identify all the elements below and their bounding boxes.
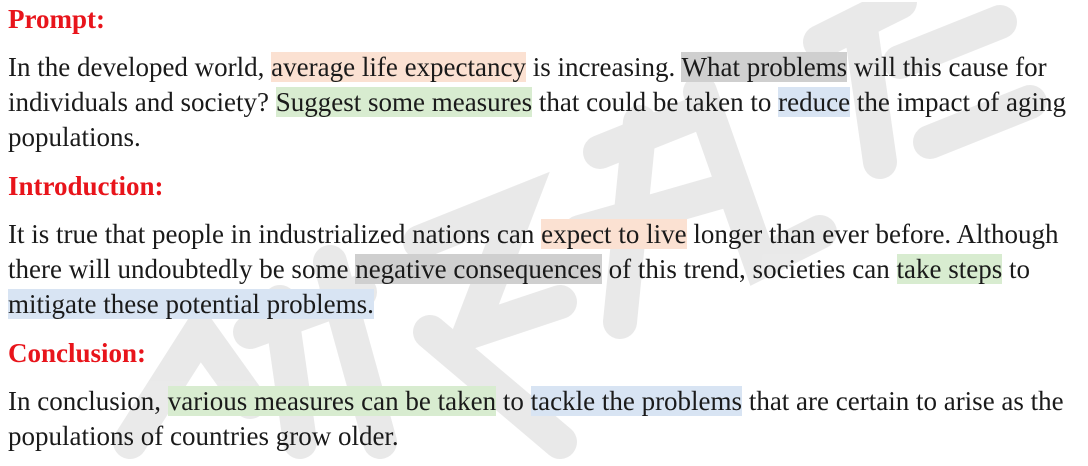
conclusion-heading: Conclusion: (8, 338, 147, 368)
highlight-life-expectancy: average life expectancy (271, 52, 526, 82)
highlight-suggest-measures: Suggest some measures (275, 87, 533, 117)
highlight-various-measures: various measures can be taken (167, 386, 497, 416)
prompt-text: is increasing. (526, 52, 682, 82)
introduction-heading: Introduction: (8, 171, 164, 201)
conclusion-paragraph: In conclusion, various measures can be t… (8, 384, 1080, 454)
highlight-expect-to-live: expect to live (541, 219, 687, 249)
prompt-text: In the developed world, (8, 52, 272, 82)
highlight-negative-consequences: negative consequences (355, 254, 602, 284)
intro-text: It is true that people in industrialized… (8, 219, 542, 249)
conclusion-text: In conclusion, (8, 386, 168, 416)
conclusion-text: to (496, 386, 531, 416)
highlight-what-problems: What problems (681, 52, 848, 82)
prompt-paragraph: In the developed world, average life exp… (8, 50, 1080, 155)
introduction-paragraph: It is true that people in industrialized… (8, 217, 1080, 322)
highlight-take-steps: take steps (896, 254, 1003, 284)
highlight-tackle-problems: tackle the problems (530, 386, 743, 416)
prompt-text: that could be taken to (532, 87, 779, 117)
prompt-heading: Prompt: (8, 4, 105, 34)
highlight-reduce: reduce (778, 87, 851, 117)
intro-text: to (1002, 254, 1030, 284)
highlight-mitigate: mitigate these potential problems. (8, 289, 374, 319)
intro-text: of this trend, societies can (601, 254, 897, 284)
